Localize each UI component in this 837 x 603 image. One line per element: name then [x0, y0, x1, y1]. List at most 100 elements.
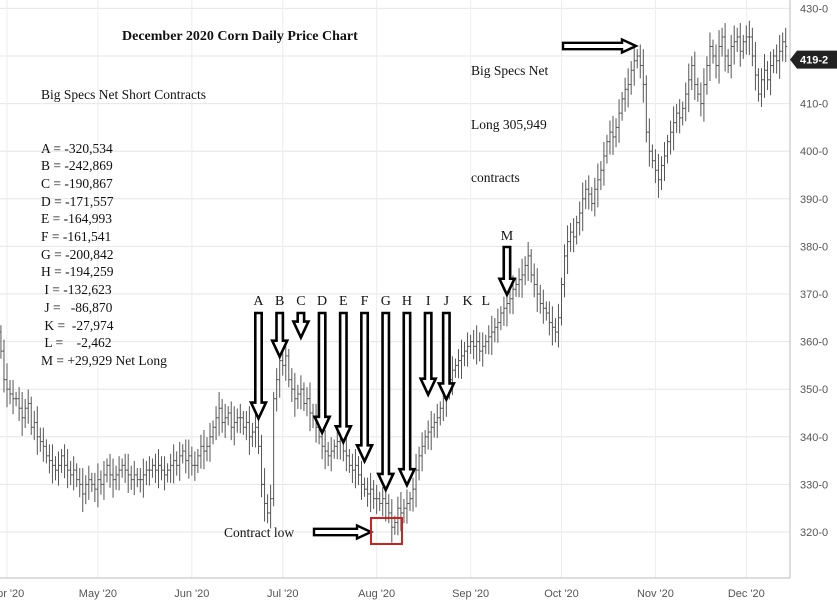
- price-bar: [26, 389, 30, 424]
- legend-entry: I = -132,623: [41, 282, 112, 298]
- price-bar: [538, 284, 542, 314]
- price-bar: [499, 306, 503, 331]
- price-bar: [108, 453, 112, 488]
- legend-entry: F = -161,541: [41, 229, 112, 245]
- price-bar: [269, 484, 273, 529]
- price-bar: [708, 32, 712, 81]
- price-bar: [35, 406, 39, 455]
- price-bar: [759, 68, 763, 107]
- price-bar: [535, 268, 539, 313]
- price-bar: [772, 49, 776, 74]
- marker-label: D: [317, 294, 327, 309]
- price-bar: [726, 49, 730, 74]
- price-bar: [369, 472, 373, 513]
- legend-entry: E = -164,993: [41, 211, 112, 227]
- price-bar: [647, 118, 651, 167]
- legend-entry: A = -320,534: [41, 140, 113, 156]
- price-bar: [360, 460, 364, 500]
- marker-label: G: [381, 294, 391, 309]
- x-axis: Apr '20 May '20 Jun '20 Jul '20 Aug '20 Sep '…: [0, 577, 790, 600]
- marker-label: L: [481, 294, 490, 309]
- price-bar: [656, 153, 660, 198]
- marker-label: F: [361, 294, 369, 309]
- price-bar: [147, 456, 151, 486]
- price-bar: [366, 477, 370, 507]
- price-bar: [396, 496, 400, 536]
- price-bar: [550, 306, 554, 346]
- legend-entry: D = -171,557: [41, 193, 114, 209]
- marker-label: B: [275, 294, 284, 309]
- price-bars: [0, 20, 788, 543]
- price-bar: [81, 468, 85, 513]
- price-bar: [617, 99, 621, 143]
- price-bar: [502, 296, 506, 326]
- price-bar: [78, 468, 82, 498]
- price-bar: [323, 430, 327, 470]
- price-bar: [117, 456, 121, 491]
- x-tick-label: Dec '20: [728, 588, 765, 600]
- price-bar: [120, 458, 124, 478]
- y-tick-label: 410-0: [800, 99, 828, 111]
- price-bar: [735, 27, 739, 52]
- price-bar: [378, 491, 382, 512]
- price-bar: [184, 439, 188, 474]
- price-bar: [356, 456, 360, 486]
- price-bar: [102, 460, 106, 500]
- price-bar: [32, 410, 36, 441]
- price-bar: [390, 499, 394, 543]
- price-bar: [132, 460, 136, 496]
- price-bar: [644, 75, 648, 143]
- price-bar: [756, 68, 760, 102]
- price-bar: [166, 463, 170, 483]
- marker-arrow: [497, 245, 517, 298]
- price-bar: [20, 391, 24, 436]
- price-bar: [778, 34, 782, 79]
- price-bar: [517, 268, 521, 298]
- price-bar: [526, 241, 530, 281]
- price-bar: [729, 34, 733, 79]
- price-bar: [723, 23, 727, 72]
- contract-low-arrow: [312, 523, 374, 541]
- price-bar: [659, 156, 663, 190]
- price-bar: [353, 449, 357, 489]
- price-bar: [523, 256, 527, 286]
- x-tick-label: May '20: [79, 588, 117, 600]
- price-bar: [732, 25, 736, 65]
- price-bar: [566, 225, 570, 275]
- marker-arrow: [270, 311, 290, 360]
- legend-entry: C = -190,867: [41, 175, 113, 191]
- legend-entry: H = -194,259: [41, 264, 114, 280]
- price-bar: [157, 449, 160, 489]
- y-tick-label: 380-0: [800, 241, 828, 253]
- price-bar: [581, 182, 585, 232]
- price-bar: [460, 339, 463, 379]
- y-tick-label: 350-0: [800, 384, 828, 396]
- price-bar: [775, 44, 779, 74]
- price-bar: [284, 341, 288, 381]
- contract-low-label: Contract low: [224, 525, 295, 540]
- price-bar: [744, 25, 748, 55]
- legend-entry: B = -242,869: [41, 158, 113, 174]
- price-bar: [605, 134, 609, 164]
- price-bar: [96, 463, 100, 508]
- last-price-badge: 419-2: [790, 50, 837, 69]
- price-bar: [684, 82, 688, 122]
- marker-label: H: [402, 294, 412, 309]
- marker-arrow: [333, 311, 353, 446]
- price-bar: [84, 475, 88, 505]
- y-tick-label: 360-0: [800, 337, 828, 349]
- price-bar: [766, 61, 770, 91]
- price-bar: [347, 448, 351, 473]
- price-bar: [47, 444, 51, 474]
- marker-label: I: [426, 294, 431, 309]
- price-bar: [405, 489, 409, 524]
- price-bar: [141, 458, 145, 498]
- price-bar: [172, 444, 176, 484]
- price-bar: [402, 498, 406, 524]
- chart-title: December 2020 Corn Daily Price Chart: [122, 29, 358, 44]
- marker-label: K: [462, 294, 472, 309]
- price-bar: [105, 458, 109, 483]
- price-bar: [29, 396, 33, 435]
- marker-label: J: [444, 294, 450, 309]
- price-bar: [490, 315, 494, 355]
